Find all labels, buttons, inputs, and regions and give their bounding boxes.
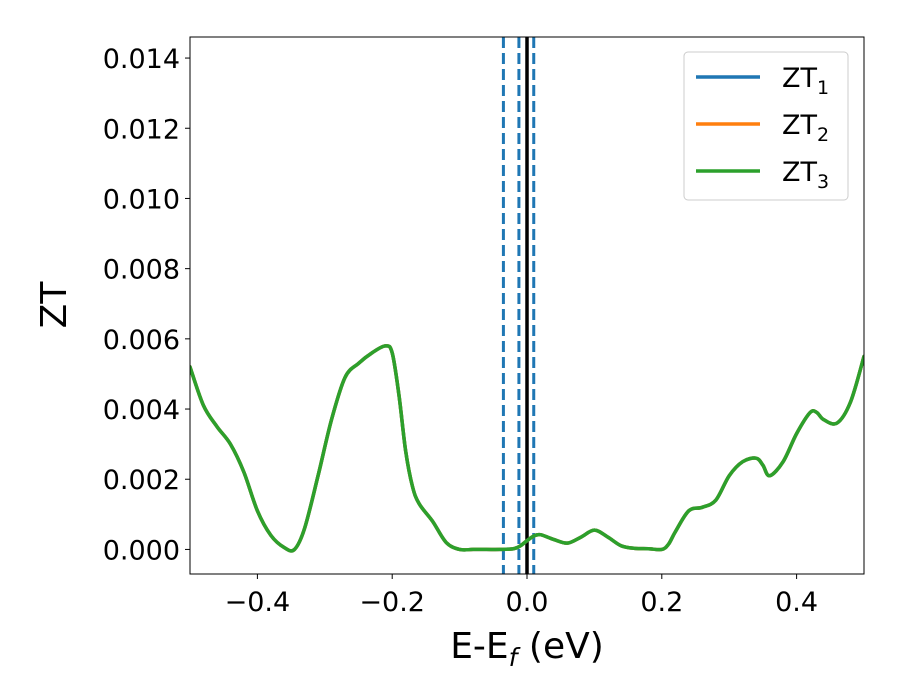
legend-label-zt3: ZT3 [782, 157, 829, 193]
x-tick-label: −0.4 [225, 587, 291, 618]
y-tick-label: 0.010 [103, 184, 180, 215]
series-line-zt3 [190, 344, 864, 553]
legend-box [683, 51, 849, 201]
y-axis-label: ZT [34, 281, 75, 329]
x-tick-label: −0.2 [359, 587, 425, 618]
y-tick-label: 0.006 [103, 325, 180, 356]
series-lines [190, 344, 864, 553]
x-tick-label: 0.2 [640, 587, 683, 618]
x-axis-ticks: −0.4 −0.2 0.0 0.2 0.4 [225, 574, 818, 618]
x-tick-label: 0.0 [506, 587, 549, 618]
y-tick-label: 0.012 [103, 114, 180, 145]
y-tick-label: 0.002 [103, 465, 180, 496]
y-tick-label: 0.004 [103, 395, 180, 426]
legend-label-zt1: ZT1 [782, 63, 829, 99]
x-tick-label: 0.4 [775, 587, 818, 618]
y-tick-label: 0.014 [103, 44, 180, 75]
vertical-lines [501, 37, 536, 574]
legend: ZT1 ZT2 ZT3 [683, 51, 849, 201]
x-axis-label: E-Ef (eV) [450, 626, 604, 672]
x-axis-label-unit: (eV) [517, 626, 603, 667]
legend-label-zt2: ZT2 [782, 110, 829, 146]
y-tick-label: 0.008 [103, 255, 180, 286]
y-axis-ticks: 0.000 0.002 0.004 0.006 0.008 0.010 0.012 0.014 [103, 44, 190, 566]
y-tick-label: 0.000 [103, 535, 180, 566]
